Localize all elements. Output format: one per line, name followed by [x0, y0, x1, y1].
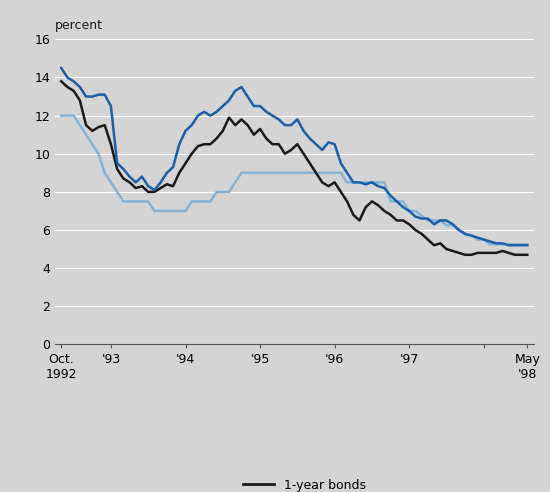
Legend: 1-year bonds, 10-year bonds, Policy rate: 1-year bonds, 10-year bonds, Policy rate	[243, 479, 375, 492]
Text: percent: percent	[55, 19, 103, 32]
